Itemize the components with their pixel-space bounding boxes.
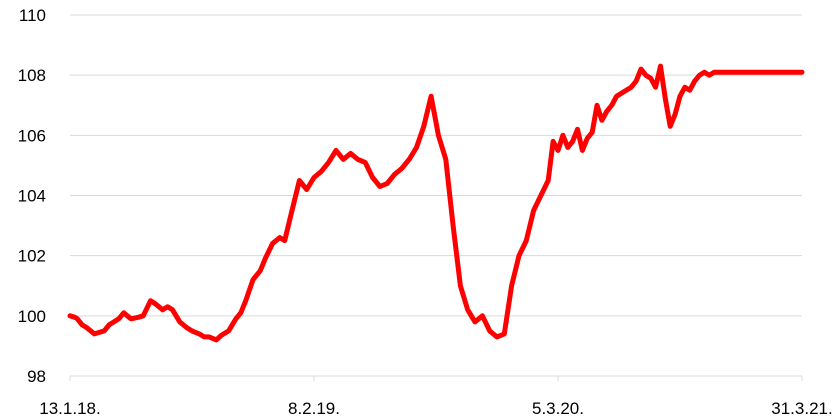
y-tick-label: 98 <box>27 367 46 386</box>
x-tick-label: 5.3.20. <box>532 399 584 417</box>
series-layer <box>67 63 805 343</box>
y-tick-label: 110 <box>19 6 46 25</box>
x-axis-tick-labels: 13.1.18. 8.2.19. 5.3.20. 31.3.21. <box>39 399 832 417</box>
gridlines <box>69 14 803 381</box>
y-tick-label: 100 <box>18 307 46 326</box>
y-tick-label: 108 <box>18 66 46 85</box>
series-line <box>67 63 805 343</box>
x-tick-label: 8.2.19. <box>288 399 340 417</box>
x-tick-label: 31.3.21. <box>771 399 832 417</box>
y-tick-label: 102 <box>18 247 46 266</box>
x-tick-label: 13.1.18. <box>39 399 100 417</box>
y-tick-label: 106 <box>18 126 46 145</box>
y-axis-tick-labels: 98 100 102 104 106 108 110 <box>18 6 46 386</box>
y-tick-label: 104 <box>18 187 46 206</box>
